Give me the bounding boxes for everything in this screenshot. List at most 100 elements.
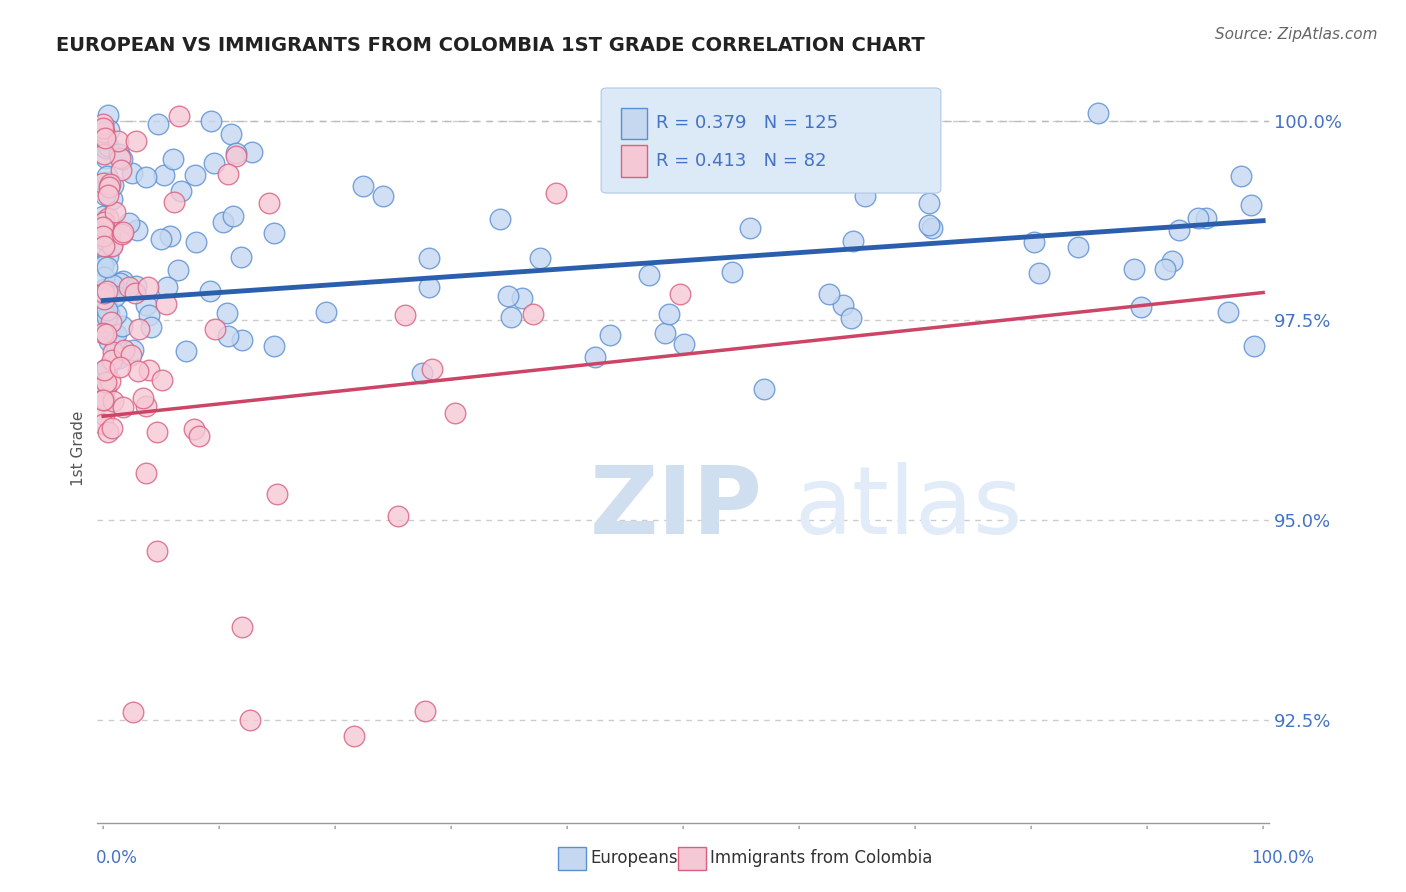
Point bbox=[94, 129, 117, 144]
Point bbox=[110, 163, 132, 178]
Point bbox=[111, 319, 134, 334]
Point bbox=[174, 344, 197, 359]
Point bbox=[127, 364, 149, 378]
Point bbox=[1022, 235, 1045, 249]
Point bbox=[104, 307, 127, 321]
Point bbox=[239, 713, 262, 727]
Point bbox=[91, 209, 114, 223]
Point bbox=[94, 376, 117, 390]
Point bbox=[135, 298, 157, 312]
Point bbox=[93, 269, 115, 284]
Point bbox=[94, 367, 117, 381]
Point bbox=[1216, 304, 1239, 318]
Point bbox=[94, 141, 117, 155]
Point bbox=[97, 248, 120, 262]
Point bbox=[97, 288, 120, 302]
Point bbox=[170, 184, 193, 198]
Point bbox=[103, 345, 125, 359]
Point bbox=[93, 286, 115, 301]
Point bbox=[93, 362, 115, 376]
Point bbox=[125, 279, 148, 293]
Point bbox=[96, 151, 118, 165]
Point bbox=[583, 350, 606, 364]
Point bbox=[1243, 339, 1265, 353]
Point bbox=[93, 121, 115, 136]
Point bbox=[266, 487, 288, 501]
Point bbox=[91, 315, 114, 329]
Point bbox=[501, 310, 523, 324]
Point bbox=[202, 155, 225, 169]
Point bbox=[101, 394, 124, 409]
Point bbox=[124, 285, 146, 300]
Point bbox=[121, 166, 143, 180]
Point bbox=[128, 322, 150, 336]
Point bbox=[91, 117, 114, 131]
Point bbox=[1130, 300, 1153, 314]
Point bbox=[93, 408, 115, 422]
Point bbox=[93, 318, 115, 333]
Point bbox=[93, 392, 115, 407]
Point bbox=[108, 276, 131, 290]
Point bbox=[167, 263, 190, 277]
Point bbox=[138, 308, 160, 322]
Point bbox=[118, 216, 141, 230]
Point bbox=[510, 291, 533, 305]
Point bbox=[93, 292, 115, 306]
Point bbox=[111, 227, 134, 241]
Bar bbox=[621, 145, 647, 177]
Point bbox=[315, 304, 337, 318]
Point bbox=[97, 108, 120, 122]
Point bbox=[135, 399, 157, 413]
Text: ZIP: ZIP bbox=[589, 462, 762, 554]
Point bbox=[125, 134, 148, 148]
Point bbox=[204, 321, 226, 335]
Point bbox=[135, 467, 157, 481]
Point bbox=[98, 334, 121, 348]
Point bbox=[101, 277, 124, 292]
Text: R = 0.413   N = 82: R = 0.413 N = 82 bbox=[657, 152, 827, 169]
Point bbox=[145, 544, 167, 558]
Point bbox=[418, 251, 440, 265]
Point bbox=[658, 307, 681, 321]
Text: Europeans: Europeans bbox=[591, 849, 678, 867]
Point bbox=[1195, 211, 1218, 225]
Point bbox=[156, 279, 179, 293]
Point bbox=[918, 196, 941, 211]
Point bbox=[107, 134, 129, 148]
Point bbox=[225, 145, 247, 160]
Point bbox=[217, 167, 239, 181]
Point bbox=[411, 366, 433, 380]
Point bbox=[96, 285, 118, 299]
FancyBboxPatch shape bbox=[602, 88, 941, 193]
Point bbox=[103, 178, 125, 192]
Point bbox=[818, 287, 841, 301]
Point bbox=[839, 311, 862, 326]
Point bbox=[93, 363, 115, 377]
Point bbox=[91, 417, 114, 432]
Point bbox=[352, 179, 374, 194]
Point bbox=[112, 343, 135, 358]
Point bbox=[93, 215, 115, 229]
Point bbox=[93, 282, 115, 296]
Point bbox=[93, 285, 115, 300]
Point bbox=[91, 257, 114, 271]
Point bbox=[263, 339, 285, 353]
Point bbox=[96, 302, 118, 317]
Point bbox=[100, 353, 122, 368]
Point bbox=[103, 289, 125, 303]
Point bbox=[599, 327, 621, 342]
Point bbox=[638, 268, 661, 282]
Point bbox=[100, 315, 122, 329]
Point bbox=[139, 319, 162, 334]
Point bbox=[93, 121, 115, 136]
Point bbox=[93, 229, 115, 244]
Point bbox=[120, 348, 142, 362]
Point bbox=[146, 117, 169, 131]
Point bbox=[738, 220, 761, 235]
Point bbox=[921, 221, 943, 235]
Point bbox=[98, 321, 121, 335]
Bar bbox=[621, 108, 647, 139]
Point bbox=[217, 329, 239, 343]
Text: R = 0.379   N = 125: R = 0.379 N = 125 bbox=[657, 114, 838, 132]
Point bbox=[135, 169, 157, 184]
